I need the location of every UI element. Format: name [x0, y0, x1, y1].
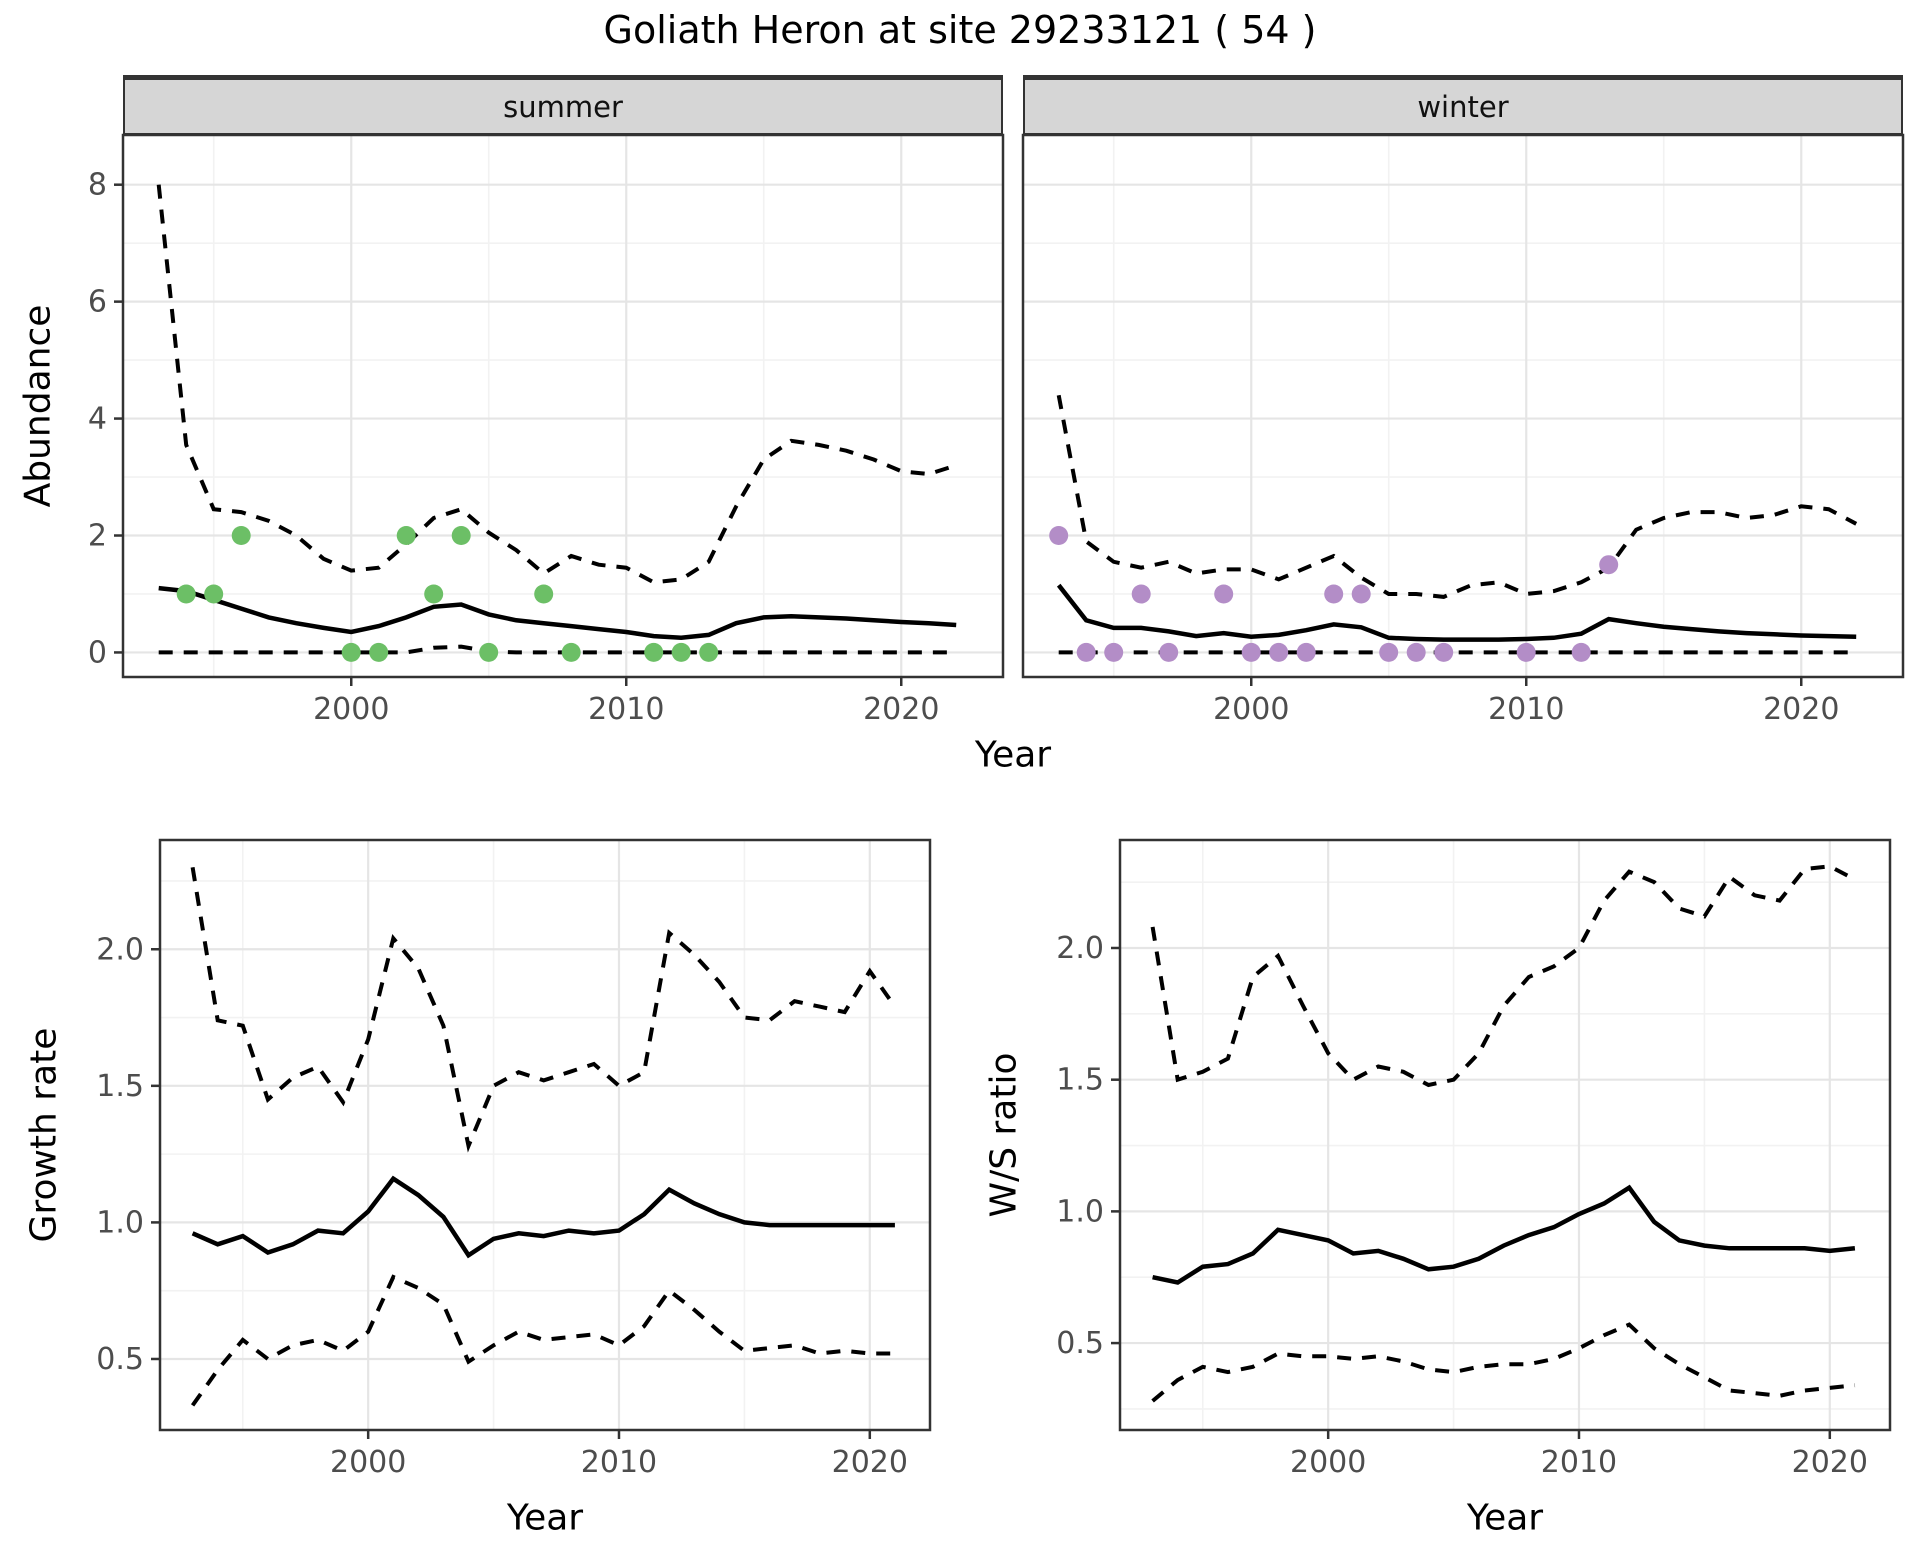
abundance-winter-observation-point [1159, 642, 1179, 662]
abundance-winter-observation-point [1049, 526, 1069, 545]
y-tick-label: 0.5 [1056, 1326, 1104, 1361]
y-tick-label: 0.5 [96, 1342, 144, 1377]
y-tick-label: 2.0 [1056, 931, 1104, 966]
y-tick-label: 1.5 [1056, 1063, 1104, 1098]
ws-ratio-median-line [1152, 1184, 1856, 1285]
x-tick-label: 2000 [1213, 692, 1289, 727]
x-tick-label: 2010 [1488, 692, 1564, 727]
y-tick-label: 6 [88, 285, 107, 320]
x-tick-label: 2000 [330, 1445, 406, 1480]
x-tick-label: 2020 [832, 1445, 908, 1480]
y-axis-title-abundance: Abundance [17, 304, 59, 508]
y-tick-label: 2 [88, 519, 107, 554]
abundance-summer-observation-point [424, 584, 444, 604]
growth-rate-upper-ci-line [190, 866, 897, 1153]
panel-border [121, 133, 1005, 679]
abundance-winter-median-line [1056, 583, 1857, 642]
abundance-summer-observation-point [699, 642, 719, 662]
abundance-winter-upper-ci-line [1056, 394, 1858, 599]
panel-background [1023, 135, 1903, 677]
abundance-winter-observation-point [1241, 642, 1261, 662]
facet-strip-winter-label: winter [1417, 89, 1509, 124]
abundance-summer-observation-point [396, 526, 416, 545]
abundance-winter-observation-point [1269, 642, 1289, 662]
abundance-winter-observation-point [1516, 642, 1536, 662]
abundance-summer-observation-point [369, 642, 389, 662]
growth-rate-lower-ci-line [190, 1274, 895, 1407]
facet-strip-summer: summer [123, 75, 1003, 135]
abundance-winter-observation-point [1434, 642, 1454, 662]
abundance-winter-observation-point [1351, 584, 1371, 604]
y-tick-label: 1.0 [1056, 1194, 1104, 1229]
abundance-winter-observation-point [1131, 584, 1151, 604]
abundance-summer-observation-point [671, 642, 691, 662]
abundance-winter-observation-point [1104, 642, 1124, 662]
abundance-winter-observation-point [1214, 584, 1234, 604]
y-axis-title-growth-rate: Growth rate [23, 1027, 65, 1243]
abundance-summer-observation-point [341, 642, 361, 662]
panel-background [160, 840, 930, 1430]
abundance-summer-observation-point [231, 526, 251, 545]
x-axis-title-year-top: Year [974, 734, 1052, 776]
panel-background [1120, 840, 1890, 1430]
y-tick-label: 0 [88, 635, 107, 670]
abundance-summer-upper-ci-line [156, 184, 957, 585]
abundance-winter-observation-point [1296, 642, 1316, 662]
panel-abundance-winter: 2000 2010 2020 [1021, 133, 1905, 727]
facet-strip-winter: winter [1023, 75, 1903, 135]
abundance-summer-observation-point [479, 642, 499, 662]
x-tick-label: 2020 [863, 692, 939, 727]
abundance-summer-lower-ci-line [158, 644, 957, 655]
facet-strip-summer-label: summer [503, 89, 623, 124]
abundance-summer-median-line [158, 585, 957, 641]
y-tick-label: 1.0 [96, 1205, 144, 1240]
chart-title: Goliath Heron at site 29233121 ( 54 ) [603, 8, 1317, 52]
abundance-summer-observation-point [204, 584, 224, 604]
abundance-summer-observation-point [176, 584, 196, 604]
x-tick-label: 2020 [1763, 692, 1839, 727]
y-axis-title-ws-ratio: W/S ratio [983, 1052, 1025, 1218]
x-tick-label: 2010 [1541, 1445, 1617, 1480]
abundance-summer-observation-point [534, 584, 554, 604]
x-axis-title-year-growth: Year [506, 1497, 584, 1539]
y-tick-label: 1.5 [96, 1069, 144, 1104]
growth-rate-median-line [191, 1175, 895, 1259]
abundance-winter-observation-point [1571, 642, 1591, 662]
abundance-summer-observation-point [644, 642, 664, 662]
abundance-winter-observation-point [1076, 642, 1096, 662]
y-tick-label: 8 [88, 168, 107, 203]
abundance-winter-observation-point [1324, 584, 1344, 604]
y-tick-label: 4 [88, 402, 107, 437]
panel-border [1021, 133, 1905, 679]
x-tick-label: 2010 [588, 692, 664, 727]
abundance-summer-observation-point [451, 526, 471, 545]
abundance-summer-observation-point [561, 642, 581, 662]
x-axis-title-year-ws: Year [1466, 1497, 1544, 1539]
panel-ws-ratio: 2000 2010 2020 0.5 1.0 1.5 2.0 [1056, 838, 1892, 1480]
ws-ratio-lower-ci-line [1151, 1322, 1856, 1403]
panel-abundance-summer: 2000 2010 2020 0 2 4 6 8 [88, 133, 1005, 727]
x-tick-label: 2020 [1792, 1445, 1868, 1480]
x-tick-label: 2010 [581, 1445, 657, 1480]
x-tick-label: 2000 [313, 692, 389, 727]
panel-growth-rate: 2000 2010 2020 0.5 1.0 1.5 2.0 [96, 838, 932, 1480]
abundance-winter-observation-point [1406, 642, 1426, 662]
abundance-winter-observation-point [1599, 555, 1619, 575]
y-tick-label: 2.0 [96, 932, 144, 967]
abundance-winter-observation-point [1379, 642, 1399, 662]
x-tick-label: 2000 [1290, 1445, 1366, 1480]
ws-ratio-upper-ci-line [1150, 864, 1856, 1088]
panel-border [1118, 838, 1892, 1432]
panel-border [158, 838, 932, 1432]
panel-background [123, 135, 1003, 677]
